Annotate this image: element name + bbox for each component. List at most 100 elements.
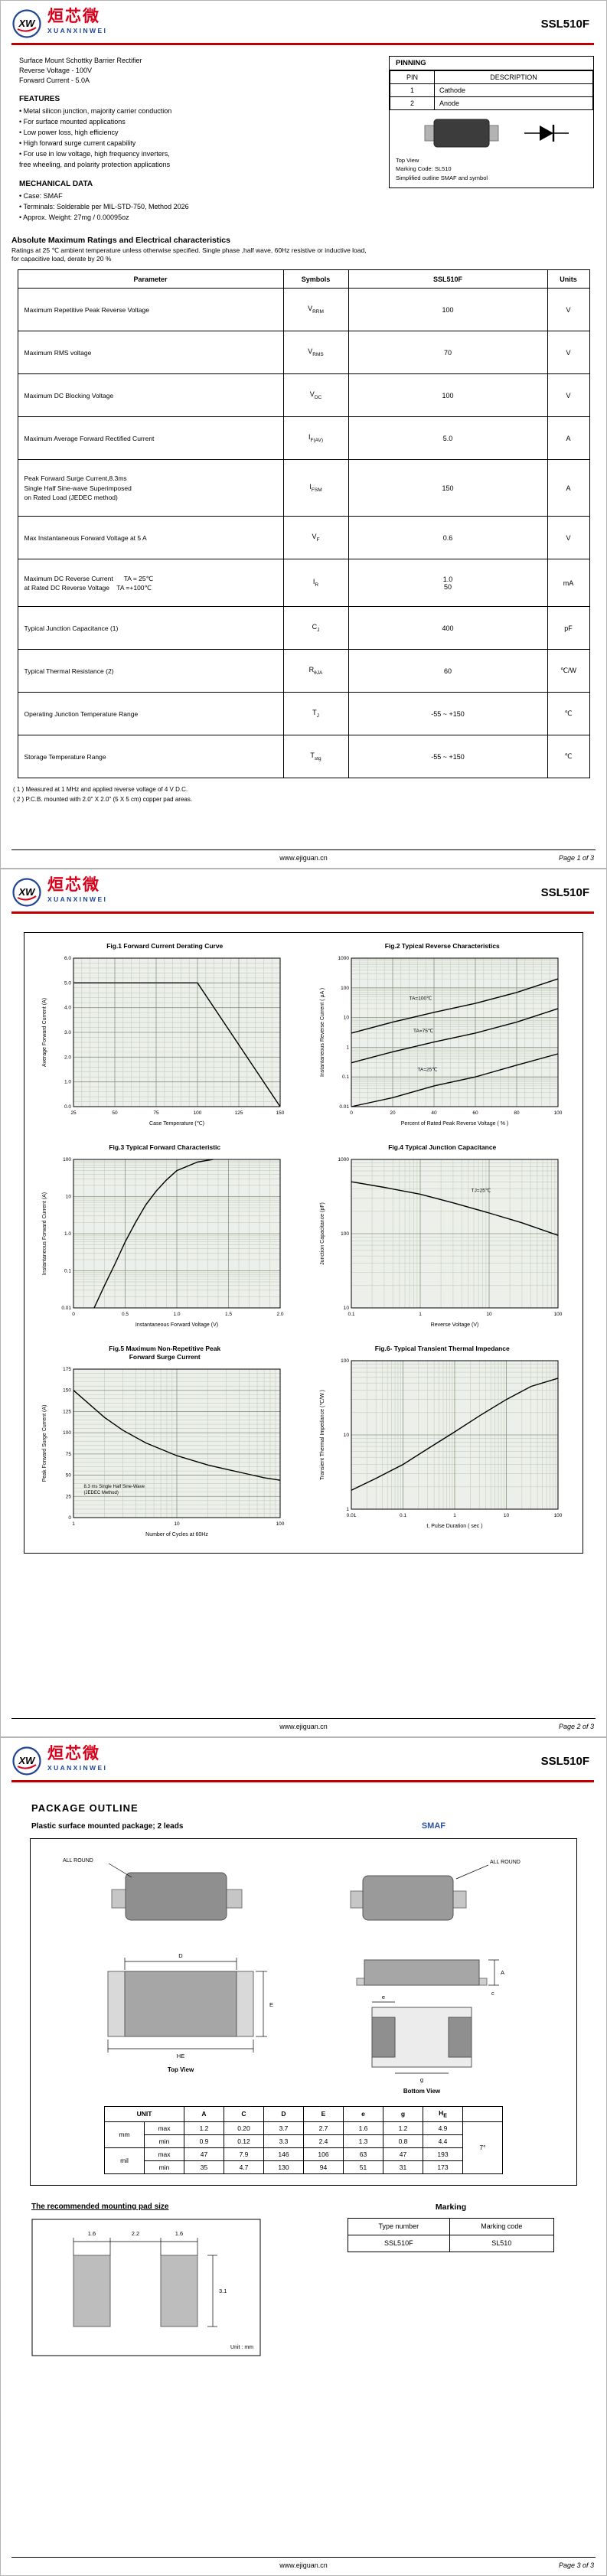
dimension-cell: 4.9 [423,2121,463,2135]
pad-unit-note: Unit : mm [230,2345,253,2350]
unit-cell: ℃ [547,735,590,779]
svg-text:0.5: 0.5 [122,1312,129,1317]
series-label: TA=75℃ [413,1028,433,1034]
svg-text:100: 100 [553,1312,562,1317]
parameter-header: Parameter [17,269,284,289]
ratings-header-row: Parameter Symbols SSL510F Units [17,269,590,289]
ratings-row-11: Storage Temperature Range Tstg -55 ~ +150 ℃ [17,735,590,779]
series-label: TA=25℃ [417,1066,437,1072]
pin-description: Anode [434,96,593,110]
unit-cell: A [547,416,590,461]
dimension-cell: C [224,2106,264,2122]
mechanical-item: • Terminals: Solderable per MIL-STD-750,… [19,202,189,210]
page-header: XW 烜芯微 XUANXINWEI SSL510F [1,1,606,45]
pad-dim-height: 3.1 [219,2287,227,2294]
svg-text:1.0: 1.0 [174,1312,181,1317]
symbol-cell: VDC [282,373,349,418]
value-cell: -55 ~ +150 [348,735,548,779]
pinning-note: Marking Code: SL510 [396,165,452,173]
feature-item: • Low power loss, high efficiency [19,129,119,137]
dimension-cell: 193 [423,2147,463,2161]
page-header: XW 烜芯微 XUANXINWEI SSL510F [1,869,606,914]
footnotes: ( 1 ) Measured at 1 MHz and applied reve… [13,785,606,805]
svg-text:5.0: 5.0 [64,980,71,986]
svg-text:100: 100 [63,1430,71,1436]
svg-text:10: 10 [486,1312,492,1317]
dimension-cell: 173 [423,2160,463,2174]
svg-text:10: 10 [504,1513,510,1518]
svg-text:80: 80 [514,1110,520,1116]
svg-text:2.0: 2.0 [64,1055,71,1060]
svg-text:0.01: 0.01 [346,1513,356,1518]
symbol-cell: VRMS [282,331,349,375]
feature-item: • For use in low voltage, high frequency… [19,149,170,158]
top-view-caption: Top View [168,2066,194,2073]
logo-chinese-name: 烜芯微 [47,8,100,25]
series-IFSM [73,1390,281,1482]
footer-rule [11,2557,596,2558]
value-cell: 1.0 50 [348,559,548,608]
pinning-note: Simplified outline SMAF and symbol [396,174,488,181]
svg-text:10: 10 [344,1016,350,1021]
all-round-note: ALL ROUND [63,1858,93,1864]
dimension-cell: 3.7 [263,2121,304,2135]
symbol-cell: IF(AV) [282,416,349,461]
logo-chinese-name: 烜芯微 [47,1745,100,1762]
dimension-cell: max [144,2121,184,2135]
dimension-cell: 3.3 [263,2134,304,2148]
page-footer: www.ejiguan.cn Page 1 of 3 [11,849,596,862]
value-cell: 70 [348,331,548,375]
logo-icon: XW [12,9,41,38]
y-axis-label: Average Forward Current (A) [42,998,47,1067]
series-TA=100C [351,978,558,1034]
dimension-cell: min [144,2160,184,2174]
dimension-cell: 7° [462,2121,503,2174]
logo-english-name: XUANXINWEI [47,27,108,35]
units-header: Units [547,269,590,289]
parameter-cell: Maximum RMS voltage [17,331,284,375]
svg-text:2.0: 2.0 [277,1312,284,1317]
x-axis-label: Instantaneous Forward Voltage (V) [135,1322,218,1328]
series-derating [73,982,281,1107]
y-axis-label: Peak Forward Surge Current (A) [42,1405,47,1482]
ratings-row-10: Operating Junction Temperature Range TJ -5… [17,692,590,736]
description-column-header: DESCRIPTION [434,70,593,84]
figure-plot: 0 0.5 1.0 1.5 2.0 0.01 0.1 1.0 10 100 Instantaneou… [42,1157,284,1328]
ratings-subtitle-line: Ratings at 25 ℃ ambient temperature unle… [11,246,367,254]
figure-title: Fig.3 Typical Forward Characteristic [109,1143,221,1152]
svg-text:100: 100 [194,1110,202,1116]
mounting-pad-title: The recommended mounting pad size [31,2202,169,2211]
value-cell: -55 ~ +150 [348,692,548,736]
svg-text:25: 25 [71,1110,77,1116]
svg-text:4.0: 4.0 [64,1006,71,1011]
pinning-panel: PINNING PIN DESCRIPTION 1 Cathode [389,56,594,188]
svg-text:150: 150 [276,1110,285,1116]
mounting-pad-drawing: 1.6 2.2 1.6 3.1 Unit : mm [31,2219,261,2356]
symbol-cell: TJ [282,692,349,736]
figure-fig3: Fig.3 Typical Forward Characteristic 0 0.5… [26,1143,304,1335]
svg-text:0.01: 0.01 [339,1104,349,1110]
svg-text:10: 10 [175,1521,181,1527]
dimension-cell: 0.20 [224,2121,264,2135]
dimension-cell: 47 [383,2147,423,2161]
svg-text:75: 75 [66,1452,72,1457]
svg-text:100: 100 [553,1110,562,1116]
svg-text:20: 20 [390,1110,396,1116]
description-line: Surface Mount Schottky Barrier Rectifier [19,57,142,64]
series-TA=75C [351,1008,558,1064]
logo-english-name: XUANXINWEI [47,1764,108,1772]
svg-text:0.1: 0.1 [342,1074,349,1080]
dim-label-e: e [382,1994,385,2000]
dim-label-D: D [178,1952,183,1959]
unit-cell: V [547,331,590,375]
value-cell: 0.6 [348,516,548,560]
y-axis-label: Transient Thermal Impedance (℃/W ) [320,1390,325,1480]
ratings-row-3: Maximum DC Blocking Voltage VDC 100 V [17,373,590,418]
svg-text:25: 25 [66,1494,72,1499]
feature-item: • High forward surge current capability [19,139,136,147]
dimension-cell: HE [423,2106,463,2122]
figure-fig6: Fig.6- Typical Transient Thermal Impedan… [304,1345,582,1545]
dimension-cell: e [343,2106,383,2122]
footer-page-number: Page 3 of 3 [558,2561,594,2569]
pad-left [73,2255,111,2327]
